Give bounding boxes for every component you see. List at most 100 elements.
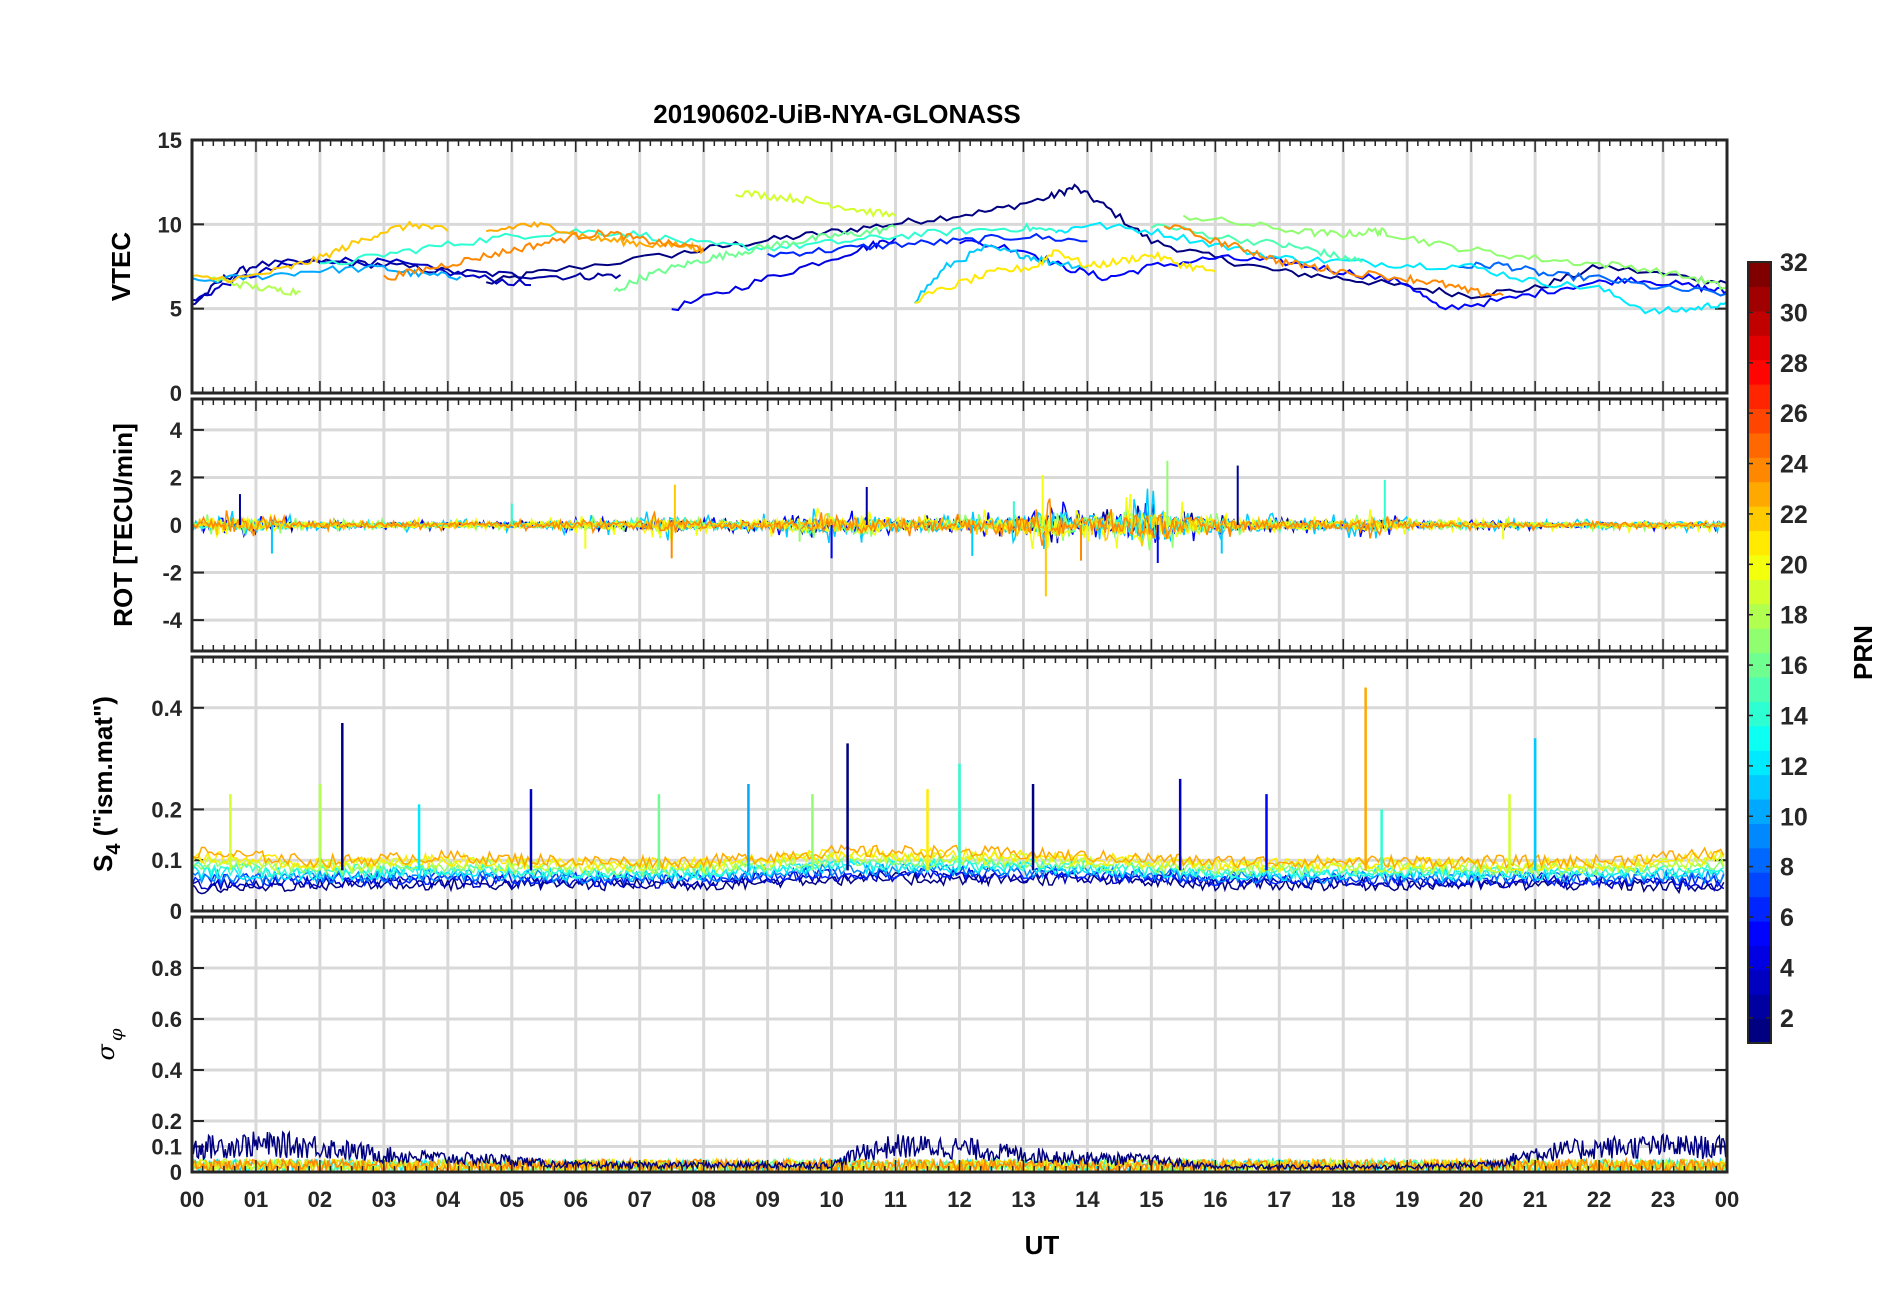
colorbar-band [1748, 628, 1771, 654]
colorbar-frame [1747, 261, 1772, 1044]
colorbar-band [1748, 603, 1771, 629]
x-tick-label: 04 [436, 1187, 461, 1212]
vtec-series-prn-18 [210, 276, 301, 296]
sigma-subscript: φ [106, 1028, 127, 1041]
x-tick-label: 05 [500, 1187, 524, 1212]
x-tick-label: 06 [564, 1187, 588, 1212]
x-tick-label: 00 [1715, 1187, 1739, 1212]
colorbar-band [1748, 969, 1771, 995]
panel-vtec: 0 5 10 15 VTEC [106, 128, 1729, 406]
vtec-series-prn-5 [959, 239, 1727, 311]
colorbar-tick-label: 6 [1780, 904, 1794, 932]
x-tick-label: 23 [1651, 1187, 1675, 1212]
colorbar-tick-label: 24 [1780, 451, 1808, 479]
rot-series-prn-24 [192, 498, 1726, 546]
vtec-series-prn-14 [319, 222, 1056, 266]
vtec-series-prn-22 [192, 220, 449, 284]
colorbar-band [1748, 994, 1771, 1020]
x-tick-label: 21 [1523, 1187, 1547, 1212]
y-axis-label-sigma: σφ [92, 1028, 127, 1060]
x-axis-label: UT [1025, 1230, 1060, 1260]
colorbar-band [1748, 676, 1771, 702]
colorbar-label: PRN [1848, 625, 1878, 680]
colorbar-tick-label: 32 [1780, 249, 1808, 277]
colorbar-band [1748, 652, 1771, 678]
x-tick-label: 01 [244, 1187, 268, 1212]
vtec-series-prn-23 [485, 220, 704, 255]
x-tick-label: 12 [947, 1187, 971, 1212]
colorbar-tick-label: 16 [1780, 652, 1808, 680]
y-tick-label: 0 [170, 899, 182, 924]
colorbar-band [1748, 847, 1771, 873]
colorbar-band [1748, 823, 1771, 849]
y-tick-label: -2 [162, 561, 182, 586]
vtec-series-prn-15 [1150, 223, 1363, 263]
y-tick-label: 0 [170, 381, 182, 406]
colorbar-band [1748, 554, 1771, 580]
x-tick-label: 22 [1587, 1187, 1611, 1212]
x-tick-label: 15 [1139, 1187, 1163, 1212]
colorbar-band [1748, 432, 1771, 458]
x-tick-label: 17 [1267, 1187, 1291, 1212]
vtec-series-prn-12 [1054, 221, 1727, 315]
x-tick-label: 16 [1203, 1187, 1227, 1212]
colorbar-band [1748, 481, 1771, 507]
s4-series-prn-12 [192, 858, 1725, 883]
colorbar-band [1748, 530, 1771, 556]
colorbar-band [1748, 920, 1771, 946]
y-tick-label: 0.1 [151, 1135, 182, 1160]
y-tick-label: 5 [170, 297, 182, 322]
x-tick-label: 08 [691, 1187, 715, 1212]
x-tick-label: 20 [1459, 1187, 1483, 1212]
x-tick-label: 10 [819, 1187, 843, 1212]
vtec-series-prn-8 [1458, 261, 1727, 297]
colorbar-band [1748, 408, 1771, 434]
x-tick-label: 03 [372, 1187, 396, 1212]
vtec-series-prn-6 [767, 232, 1088, 258]
colorbar-band [1748, 506, 1771, 532]
colorbar-tick-label: 8 [1780, 854, 1794, 882]
colorbar-band [1748, 310, 1771, 336]
y-tick-label: 4 [170, 418, 183, 443]
x-tick-label: 18 [1331, 1187, 1355, 1212]
y-tick-label: 0.1 [151, 848, 182, 873]
colorbar-tick-label: 20 [1780, 551, 1808, 579]
y-axis-label-rot: ROT [TECU/min] [108, 423, 138, 627]
panel-data [192, 687, 1725, 895]
colorbar-band [1748, 262, 1771, 288]
sigma-symbol: σ [92, 1044, 120, 1061]
s4-series-prn-14 [192, 856, 1725, 881]
s4-symbol: S [88, 855, 118, 872]
y-axis-label-vtec: VTEC [106, 232, 136, 302]
colorbar-band [1748, 725, 1771, 751]
colorbar-tick-label: 22 [1780, 501, 1808, 529]
y-tick-label: -4 [162, 608, 182, 633]
colorbar-tick-label: 28 [1780, 350, 1808, 378]
colorbar-band [1748, 945, 1771, 971]
vtec-series-prn-11 [913, 243, 1088, 305]
colorbar-band [1748, 359, 1771, 385]
colorbar-tick-label: 12 [1780, 753, 1808, 781]
colorbar-tick-label: 18 [1780, 602, 1808, 630]
s4-series-prn-23 [192, 844, 1725, 871]
panel-s4: 0 0.1 0.2 0.4 S4 ("ism.mat") [88, 655, 1729, 924]
x-tick-label: 00 [180, 1187, 204, 1212]
x-tick-label: 02 [308, 1187, 332, 1212]
colorbar-band [1748, 701, 1771, 727]
colorbar-band [1748, 1018, 1771, 1044]
vtec-series-prn-17 [1182, 214, 1727, 290]
vtec-series-prn-24 [1163, 224, 1504, 297]
colorbar-band [1748, 286, 1771, 312]
vtec-series-prn-10 [192, 264, 462, 284]
x-tick-label: 19 [1395, 1187, 1419, 1212]
y-tick-label: 0 [170, 513, 182, 538]
chart-title: 20190602-UiB-NYA-GLONASS [653, 99, 1021, 129]
colorbar-band [1748, 750, 1771, 776]
y-tick-label: 2 [170, 465, 182, 490]
vtec-series-prn-3 [192, 256, 532, 302]
colorbar-tick-label: 26 [1780, 400, 1808, 428]
